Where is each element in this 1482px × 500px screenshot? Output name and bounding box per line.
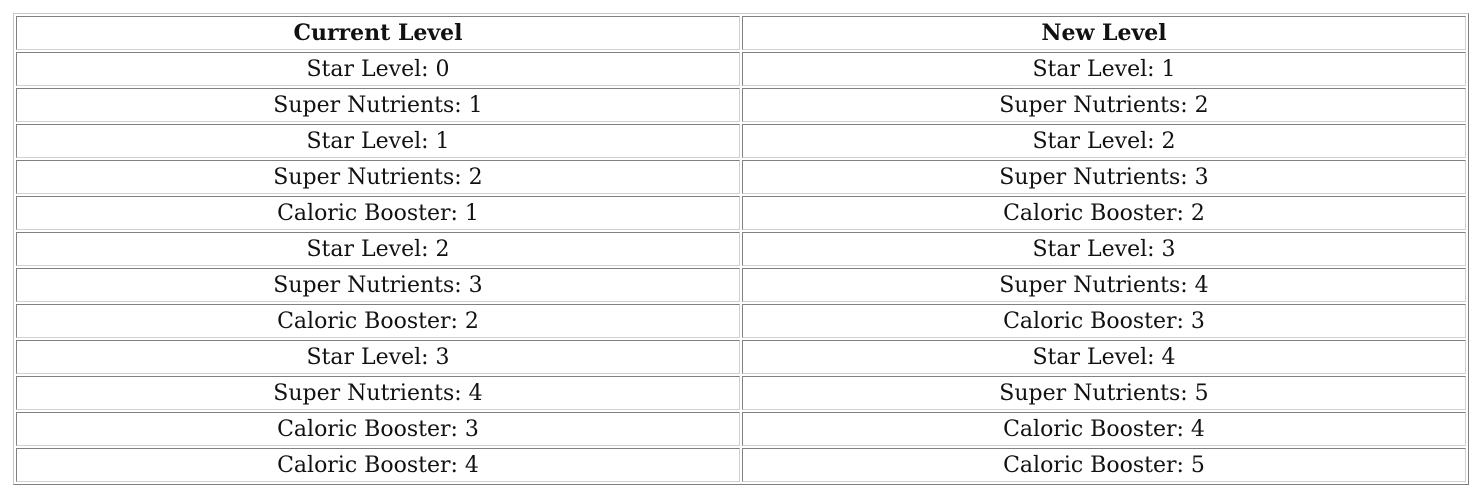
table-row: Caloric Booster: 3 Caloric Booster: 4 bbox=[16, 412, 1466, 446]
table-row: Caloric Booster: 1 Caloric Booster: 2 bbox=[16, 196, 1466, 230]
table-row: Super Nutrients: 3 Super Nutrients: 4 bbox=[16, 268, 1466, 302]
table-row: Super Nutrients: 4 Super Nutrients: 5 bbox=[16, 376, 1466, 410]
table-row: Star Level: 3 Star Level: 4 bbox=[16, 340, 1466, 374]
new-level-cell: Super Nutrients: 2 bbox=[742, 88, 1466, 122]
new-level-cell: Caloric Booster: 4 bbox=[742, 412, 1466, 446]
table-row: Caloric Booster: 4 Caloric Booster: 5 bbox=[16, 448, 1466, 482]
new-level-cell: Star Level: 1 bbox=[742, 52, 1466, 86]
current-level-cell: Star Level: 3 bbox=[16, 340, 740, 374]
level-table: Current Level New Level Star Level: 0 Sta… bbox=[13, 13, 1469, 485]
table-row: Star Level: 1 Star Level: 2 bbox=[16, 124, 1466, 158]
current-level-cell: Caloric Booster: 1 bbox=[16, 196, 740, 230]
current-level-cell: Caloric Booster: 2 bbox=[16, 304, 740, 338]
new-level-cell: Super Nutrients: 4 bbox=[742, 268, 1466, 302]
current-level-cell: Star Level: 2 bbox=[16, 232, 740, 266]
new-level-cell: Star Level: 2 bbox=[742, 124, 1466, 158]
current-level-cell: Caloric Booster: 3 bbox=[16, 412, 740, 446]
header-new-level: New Level bbox=[742, 16, 1466, 50]
new-level-cell: Caloric Booster: 5 bbox=[742, 448, 1466, 482]
table-row: Star Level: 2 Star Level: 3 bbox=[16, 232, 1466, 266]
new-level-cell: Caloric Booster: 3 bbox=[742, 304, 1466, 338]
current-level-cell: Star Level: 0 bbox=[16, 52, 740, 86]
current-level-cell: Caloric Booster: 4 bbox=[16, 448, 740, 482]
table-row: Star Level: 0 Star Level: 1 bbox=[16, 52, 1466, 86]
new-level-cell: Caloric Booster: 2 bbox=[742, 196, 1466, 230]
table-row: Super Nutrients: 1 Super Nutrients: 2 bbox=[16, 88, 1466, 122]
table-row: Super Nutrients: 2 Super Nutrients: 3 bbox=[16, 160, 1466, 194]
header-current-level: Current Level bbox=[16, 16, 740, 50]
current-level-cell: Super Nutrients: 2 bbox=[16, 160, 740, 194]
new-level-cell: Star Level: 4 bbox=[742, 340, 1466, 374]
current-level-cell: Star Level: 1 bbox=[16, 124, 740, 158]
header-row: Current Level New Level bbox=[16, 16, 1466, 50]
current-level-cell: Super Nutrients: 1 bbox=[16, 88, 740, 122]
table-row: Caloric Booster: 2 Caloric Booster: 3 bbox=[16, 304, 1466, 338]
new-level-cell: Super Nutrients: 3 bbox=[742, 160, 1466, 194]
current-level-cell: Super Nutrients: 3 bbox=[16, 268, 740, 302]
current-level-cell: Super Nutrients: 4 bbox=[16, 376, 740, 410]
new-level-cell: Super Nutrients: 5 bbox=[742, 376, 1466, 410]
new-level-cell: Star Level: 3 bbox=[742, 232, 1466, 266]
